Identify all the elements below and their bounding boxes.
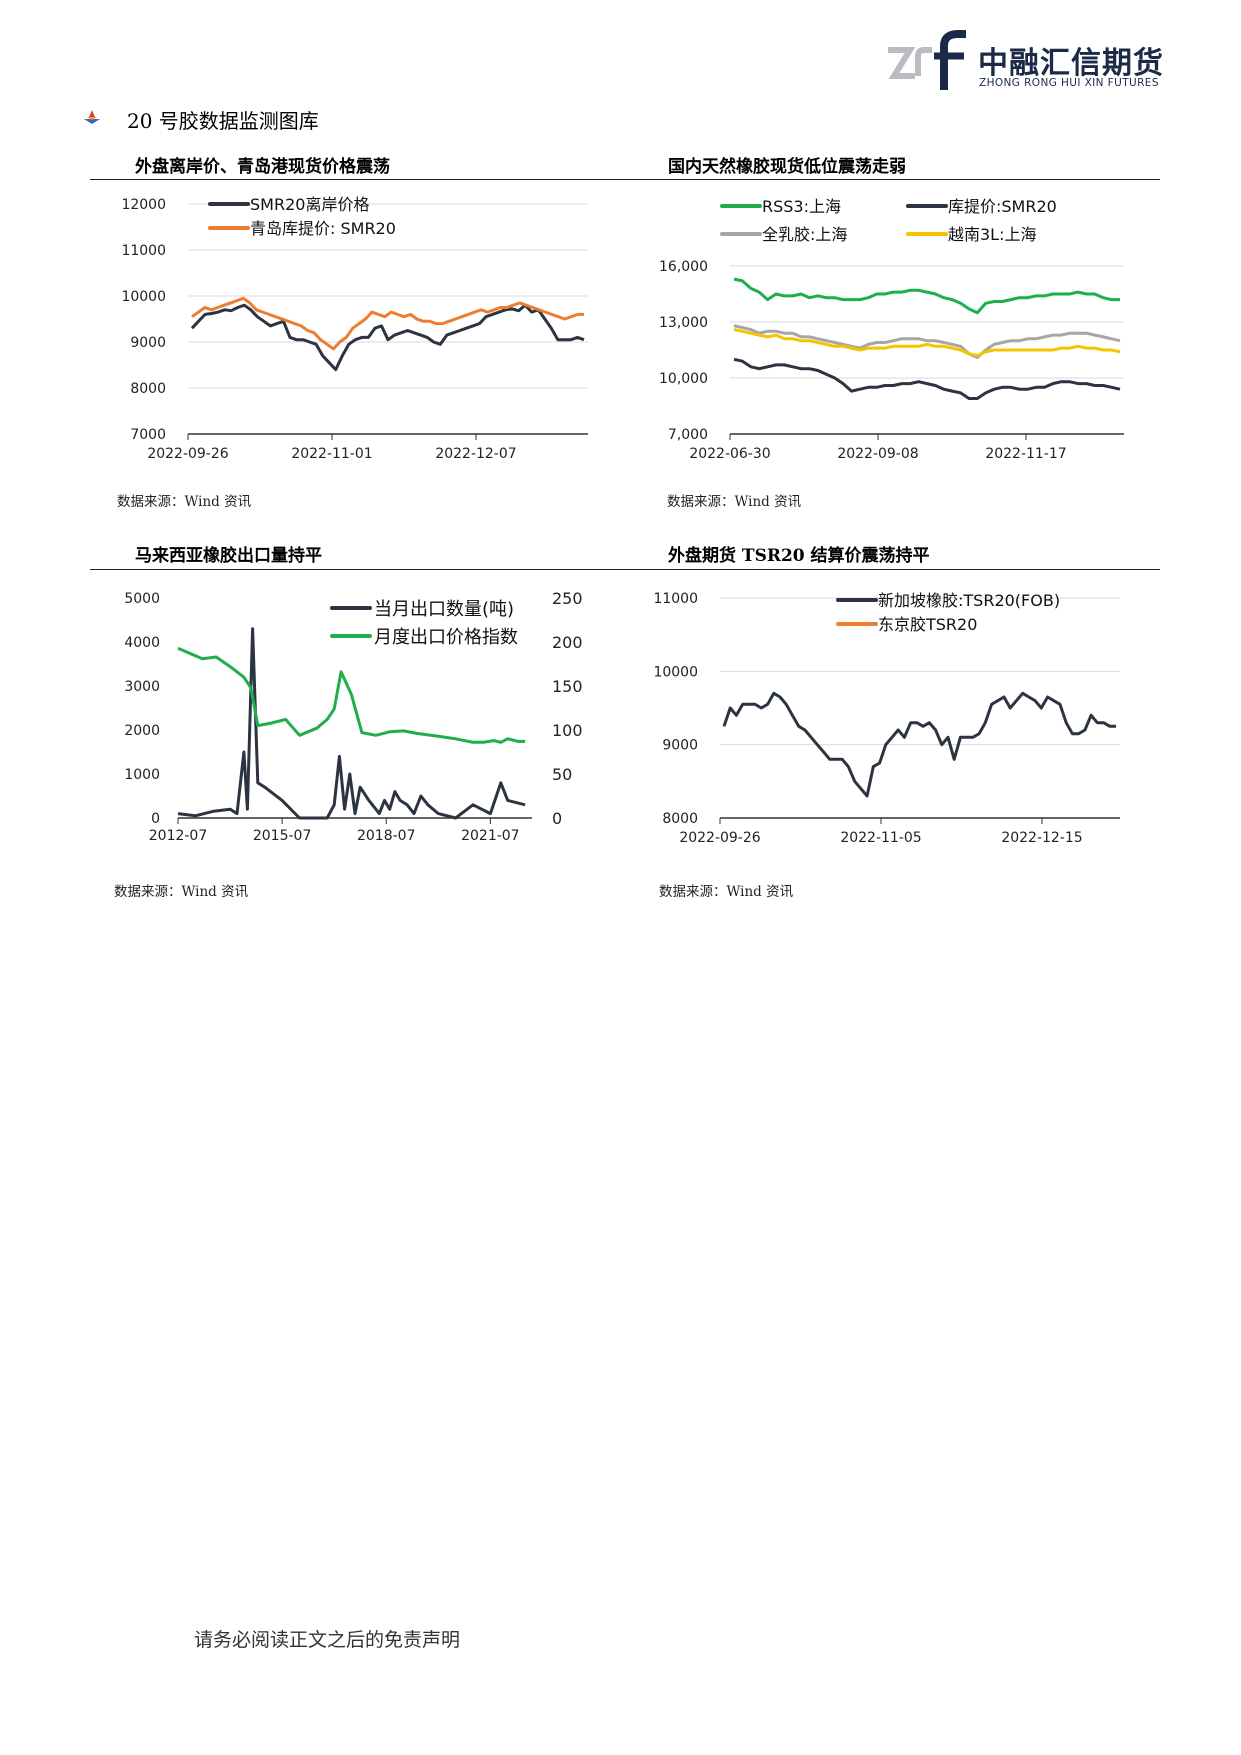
y-tick-label: 16,000	[659, 259, 708, 275]
y-left-tick-label: 4000	[124, 635, 160, 651]
y-tick-label: 10000	[653, 664, 698, 680]
x-tick-label: 2018-07	[357, 828, 416, 844]
x-tick-label: 2022-09-08	[837, 446, 918, 462]
x-tick-label: 2021-07	[461, 828, 519, 844]
y-right-tick-label: 200	[552, 633, 583, 652]
x-tick-label: 2022-09-26	[679, 830, 760, 846]
y-left-tick-label: 1000	[124, 767, 160, 783]
legend-label: 新加坡橡胶:TSR20(FOB)	[878, 591, 1060, 610]
chart-smr20-price: 7000 8000 9000 10000 11000 12000 2022-09-26 202…	[121, 195, 588, 462]
chart-tsr20-futures: 8000 9000 10000 11000 2022-09-26 2022-11-05 20…	[653, 591, 1120, 846]
y-tick-label: 12000	[121, 197, 166, 213]
legend-label: 库提价:SMR20	[948, 197, 1057, 216]
series-line-2	[191, 296, 584, 351]
y-tick-label: 9000	[662, 738, 698, 754]
legend-label: 青岛库提价: SMR20	[250, 219, 396, 238]
chart-2-title: 国内天然橡胶现货低位震荡走弱	[668, 157, 906, 177]
series-line-1	[722, 691, 1116, 798]
chart-row-2-divider	[90, 569, 1160, 570]
chart-malaysia-export: 0 1000 2000 3000 4000 5000 0 50 100 150 200 250 2012…	[124, 589, 583, 844]
footer-disclaimer: 请务必阅读正文之后的免责声明	[194, 1629, 461, 1651]
legend-label: 月度出口价格指数	[374, 627, 518, 648]
series-line-2	[177, 646, 526, 744]
chart-4-source: 数据来源：Wind 资讯	[659, 884, 794, 900]
y-tick-label: 11000	[121, 243, 166, 259]
y-left-tick-label: 0	[151, 811, 160, 827]
y-tick-label: 8000	[130, 381, 166, 397]
y-tick-label: 8000	[662, 811, 698, 827]
y-right-tick-label: 50	[552, 765, 572, 784]
chart-row-1-divider	[90, 179, 1160, 180]
chart-4-title: 外盘期货 TSR20 结算价震荡持平	[668, 546, 930, 566]
chart-1-source: 数据来源：Wind 资讯	[117, 494, 252, 510]
legend-label: 当月出口数量(吨)	[374, 599, 514, 620]
series-line-4	[733, 328, 1121, 358]
company-logo-mark	[888, 30, 966, 90]
x-tick-label: 2022-12-07	[435, 446, 516, 462]
series-line-1	[733, 277, 1120, 315]
legend-label: 全乳胶:上海	[762, 225, 847, 244]
chart-3-source: 数据来源：Wind 资讯	[114, 884, 249, 900]
y-tick-label: 11000	[653, 591, 698, 607]
chart-1-title: 外盘离岸价、青岛港现货价格震荡	[135, 157, 390, 177]
x-tick-label: 2022-11-05	[840, 830, 921, 846]
y-right-tick-label: 150	[552, 677, 583, 696]
series-line-1	[177, 627, 526, 820]
x-tick-label: 2012-07	[149, 828, 208, 844]
y-tick-label: 7000	[130, 427, 166, 443]
x-tick-label: 2022-11-01	[291, 446, 372, 462]
x-tick-label: 2022-11-17	[985, 446, 1066, 462]
section-title: 20 号胶数据监测图库	[127, 109, 319, 133]
chart-3-title: 马来西亚橡胶出口量持平	[135, 546, 322, 566]
y-left-tick-label: 2000	[124, 723, 160, 739]
legend-label: RSS3:上海	[762, 197, 841, 216]
x-tick-label: 2022-06-30	[689, 446, 770, 462]
y-right-tick-label: 250	[552, 589, 583, 608]
legend-label: 越南3L:上海	[948, 225, 1037, 244]
y-tick-label: 9000	[130, 335, 166, 351]
legend-label: SMR20离岸价格	[250, 195, 369, 214]
legend-label: 东京胶TSR20	[878, 615, 977, 634]
series-line-2	[733, 357, 1121, 400]
y-left-tick-label: 5000	[124, 591, 160, 607]
chart-2-source: 数据来源：Wind 资讯	[667, 494, 802, 510]
y-tick-label: 10,000	[659, 371, 708, 387]
x-tick-label: 2015-07	[253, 828, 312, 844]
y-tick-label: 10000	[121, 289, 166, 305]
series-line-3	[733, 324, 1121, 359]
series-line-1	[190, 303, 585, 372]
company-logo-subtitle: ZHONG RONG HUI XIN FUTURES	[979, 77, 1159, 89]
y-right-tick-label: 100	[552, 721, 583, 740]
x-tick-label: 2022-12-15	[1001, 830, 1082, 846]
y-right-tick-label: 0	[552, 809, 562, 828]
y-tick-label: 7,000	[668, 427, 708, 443]
y-tick-label: 13,000	[659, 315, 708, 331]
y-left-tick-label: 3000	[124, 679, 160, 695]
company-logo-text: 中融汇信期货	[978, 46, 1164, 81]
chart-domestic-rubber-spot: 7,000 10,000 13,000 16,000 2022-06-30 2022-09…	[659, 197, 1124, 462]
section-bullet-icon	[84, 110, 100, 124]
x-tick-label: 2022-09-26	[147, 446, 228, 462]
